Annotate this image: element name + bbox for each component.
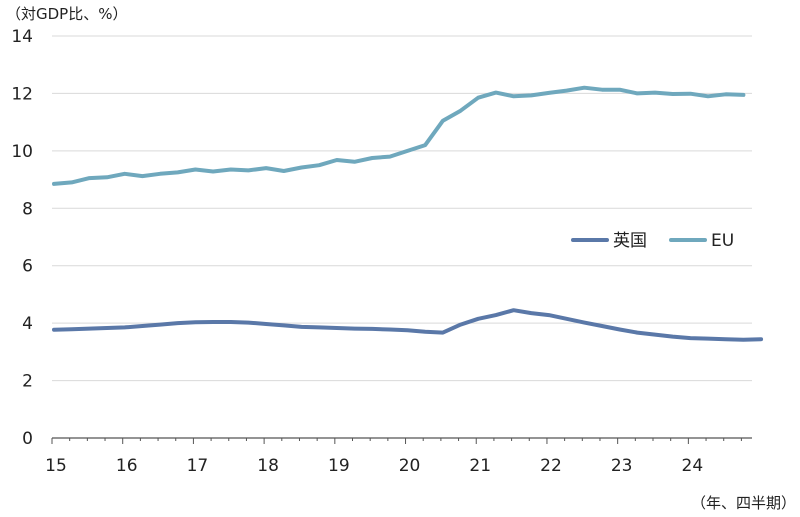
x-tick-label: 24: [682, 456, 704, 476]
y-tick-label: 2: [22, 372, 33, 392]
series-lines: [52, 85, 764, 342]
x-axis-tick-labels: 15 16 17 18 19 20 21 22 23 24: [45, 456, 703, 476]
y-tick-label: 10: [11, 142, 33, 162]
x-tick-label: 21: [469, 456, 491, 476]
legend-label: 英国: [613, 231, 647, 251]
y-axis-unit-label: （対GDP比、%）: [6, 5, 127, 23]
x-tick-label: 18: [257, 456, 279, 476]
x-tick-label: 16: [116, 456, 138, 476]
series-line-eu: [52, 85, 746, 186]
y-tick-label: 6: [22, 257, 33, 277]
y-tick-label: 14: [11, 27, 33, 47]
x-tick-label: 20: [399, 456, 421, 476]
x-tick-label: 15: [45, 456, 67, 476]
x-tick-label: 22: [540, 456, 562, 476]
x-tick-label: 23: [611, 456, 633, 476]
x-tick-label: 17: [187, 456, 209, 476]
series-line-uk: [52, 308, 764, 342]
y-tick-label: 8: [22, 199, 33, 219]
x-tick-label: 19: [328, 456, 350, 476]
x-axis-unit-label: （年、四半期）: [691, 494, 796, 512]
y-tick-label: 12: [11, 84, 33, 104]
y-axis-ticks: 0 2 4 6 8 10 12 14: [11, 27, 33, 449]
y-tick-label: 4: [22, 314, 33, 334]
y-tick-label: 0: [22, 429, 33, 449]
legend: 英国 EU: [571, 231, 734, 251]
legend-label: EU: [711, 231, 734, 251]
x-axis: [51, 437, 752, 444]
